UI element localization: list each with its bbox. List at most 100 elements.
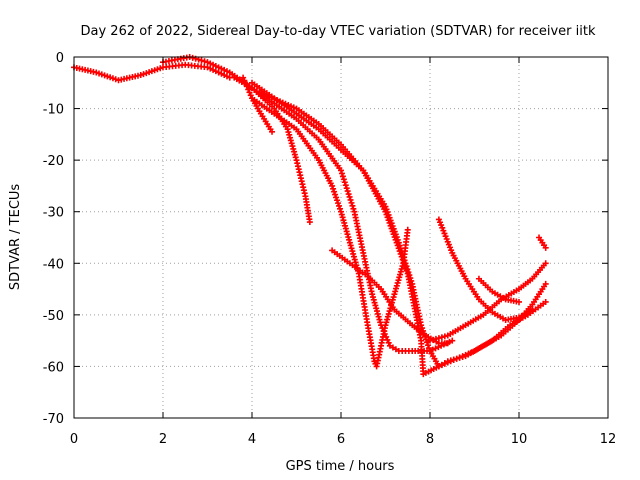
data-point	[384, 316, 391, 323]
data-point	[397, 271, 404, 278]
data-point	[292, 154, 299, 161]
data-point	[350, 253, 357, 260]
data-point	[198, 57, 205, 64]
data-point	[427, 337, 433, 344]
data-point	[393, 285, 400, 292]
data-point	[389, 296, 396, 303]
data-point	[398, 253, 405, 260]
series-12	[536, 234, 549, 251]
data-point	[394, 242, 401, 249]
series-9	[435, 216, 536, 324]
data-point	[425, 342, 432, 349]
data-point	[389, 228, 396, 235]
data-point	[385, 339, 392, 346]
y-tick-label: -70	[43, 412, 64, 427]
data-point	[346, 239, 353, 246]
data-point	[397, 268, 404, 275]
data-point	[396, 274, 403, 281]
data-point	[333, 194, 340, 201]
data-point	[342, 182, 349, 189]
data-point	[418, 322, 425, 329]
data-point	[347, 196, 354, 203]
data-point	[336, 202, 343, 209]
data-point	[438, 334, 445, 341]
data-point	[401, 262, 408, 269]
data-point	[350, 205, 357, 212]
data-point	[542, 260, 549, 267]
data-point	[376, 316, 383, 323]
series-1	[71, 61, 233, 84]
data-point	[348, 199, 355, 206]
data-point	[349, 202, 356, 209]
data-point	[335, 200, 342, 207]
x-tick-label: 6	[337, 432, 345, 447]
data-point	[372, 302, 379, 309]
y-tick-label: -10	[43, 103, 64, 118]
data-point	[426, 345, 433, 352]
data-point	[347, 242, 354, 249]
data-point	[189, 54, 196, 61]
y-axis-label: SDTVAR / TECUs	[8, 184, 23, 291]
data-point	[397, 250, 404, 257]
data-point	[286, 131, 293, 138]
data-point	[345, 191, 352, 198]
data-point	[269, 128, 276, 135]
data-point	[331, 188, 338, 195]
y-tick-label: -40	[43, 257, 64, 272]
data-point	[395, 245, 402, 252]
series-7	[249, 79, 549, 370]
data-point	[394, 279, 401, 286]
data-point	[385, 217, 392, 224]
grid-lines	[74, 57, 608, 418]
data-point	[429, 336, 436, 343]
data-point	[386, 219, 393, 226]
data-point	[334, 197, 341, 204]
y-tick-label: -60	[43, 360, 64, 375]
x-axis-label: GPS time / hours	[286, 459, 395, 474]
data-point	[453, 355, 460, 362]
data-point	[390, 294, 397, 301]
data-point	[332, 191, 339, 198]
x-tick-label: 4	[248, 432, 256, 447]
data-point	[338, 170, 345, 177]
data-point	[393, 282, 400, 289]
data-point	[342, 225, 349, 232]
data-point	[399, 256, 406, 263]
data-point	[201, 58, 208, 65]
series-11	[475, 275, 522, 305]
data-point	[444, 340, 451, 347]
y-axis-ticks: 0 -10 -20 -30 -40 -50 -60 -70	[43, 51, 608, 427]
data-point	[384, 214, 391, 221]
data-point	[348, 245, 355, 252]
data-point	[393, 239, 400, 246]
data-point	[391, 291, 398, 298]
data-point	[351, 256, 358, 263]
series-8	[257, 90, 549, 378]
data-point	[449, 337, 456, 344]
data-point	[290, 145, 297, 152]
data-point	[342, 222, 349, 229]
data-point	[338, 208, 344, 215]
data-point	[284, 126, 291, 133]
data-point	[345, 234, 352, 241]
data-point	[247, 92, 254, 99]
data-point	[391, 234, 398, 241]
data-point	[375, 313, 382, 320]
data-point	[289, 143, 296, 150]
y-tick-label: 0	[56, 51, 64, 66]
data-point	[516, 298, 522, 305]
data-point	[435, 335, 442, 342]
data-point	[450, 356, 457, 363]
data-point	[340, 217, 347, 224]
data-point	[387, 222, 394, 229]
data-point	[420, 327, 427, 334]
data-point	[382, 322, 389, 329]
data-point	[374, 308, 381, 315]
data-point	[291, 151, 298, 158]
data-point	[377, 319, 384, 326]
data-point	[422, 333, 429, 340]
data-point	[349, 248, 356, 255]
chart-title: Day 262 of 2022, Sidereal Day-to-day VTE…	[81, 24, 596, 39]
data-point	[337, 205, 344, 212]
